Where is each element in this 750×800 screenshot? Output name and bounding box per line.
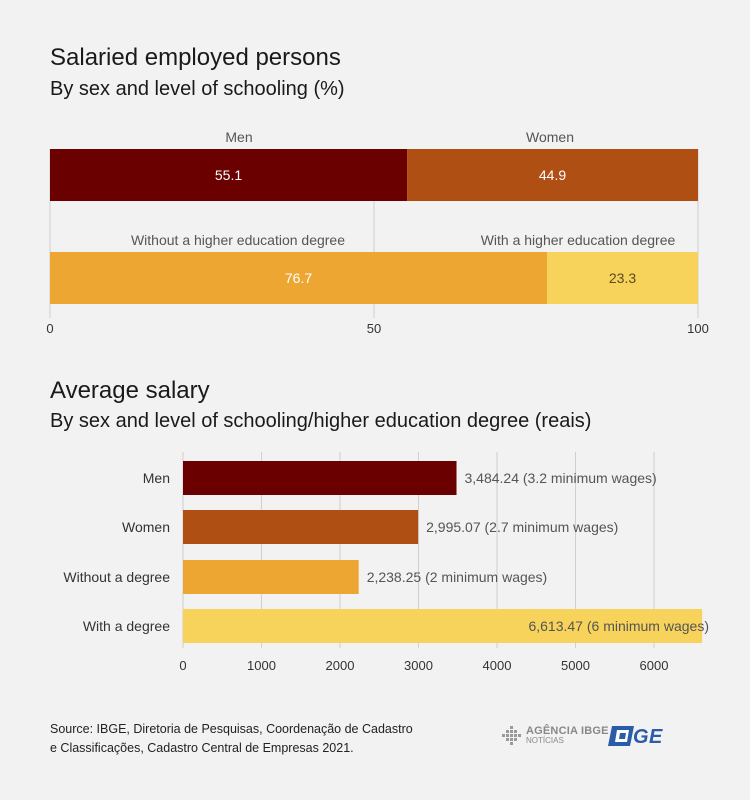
chart2-tick-label: 0 <box>179 658 186 673</box>
source-line-2: e Classificações, Cadastro Central de Em… <box>50 741 354 755</box>
ibge-logo[interactable]: IBGE <box>608 726 663 749</box>
chart1-data-label: 55.1 <box>215 167 242 183</box>
source-line-1: Source: IBGE, Diretoria de Pesquisas, Co… <box>50 722 413 736</box>
chart1-bar-segment <box>407 149 698 201</box>
agencia-ibge-logo[interactable]: AGÊNCIA IBGE NOTÍCIAS <box>502 726 609 746</box>
chart2-category-label: Men <box>143 470 170 486</box>
agencia-noticias-label: NOTÍCIAS <box>526 736 564 745</box>
chart2-title: Average salary <box>50 377 210 404</box>
chart1-tick-label: 100 <box>687 321 709 336</box>
chart2-tick-label: 6000 <box>640 658 669 673</box>
chart1-tick-label: 0 <box>46 321 53 336</box>
chart2-category-label: With a degree <box>83 618 170 634</box>
chart2-subtitle: By sex and level of schooling/higher edu… <box>50 410 592 432</box>
chart2-tick-label: 3000 <box>404 658 433 673</box>
chart2-category-label: Women <box>122 519 170 535</box>
chart2-bar <box>183 510 419 544</box>
chart2-data-label: 2,995.07 (2.7 minimum wages) <box>426 519 618 535</box>
chart2-tick-label: 5000 <box>561 658 590 673</box>
chart2-category-label: Without a degree <box>63 569 170 585</box>
chart2-bar <box>183 609 703 643</box>
chart2-data-label: 3,484.24 (3.2 minimum wages) <box>465 470 657 486</box>
chart1-bar-segment <box>50 149 408 201</box>
source-note: Source: IBGE, Diretoria de Pesquisas, Co… <box>50 720 413 758</box>
chart2-tick-label: 2000 <box>326 658 355 673</box>
chart2-data-label: 2,238.25 (2 minimum wages) <box>367 569 548 585</box>
agencia-ibge-grid-icon <box>502 726 522 746</box>
chart1-data-label: 44.9 <box>539 167 566 183</box>
agencia-ibge-label: AGÊNCIA IBGE <box>526 725 609 737</box>
chart1-subtitle: By sex and level of schooling (%) <box>50 78 345 100</box>
chart2-tick-label: 4000 <box>483 658 512 673</box>
chart1-data-label: 23.3 <box>609 270 636 286</box>
chart2-data-label: 6,613.47 (6 minimum wages) <box>528 618 709 634</box>
chart2-bar <box>183 560 359 594</box>
chart1-series-label: Without a higher education degree <box>131 232 345 248</box>
chart1-series-label: With a higher education degree <box>481 232 676 248</box>
chart1-series-label: Women <box>526 129 574 145</box>
chart1-series-label: Men <box>225 129 252 145</box>
chart1-data-label: 76.7 <box>285 270 312 286</box>
chart1-tick-label: 50 <box>367 321 381 336</box>
chart1-bar-segment <box>547 252 698 304</box>
chart1-bar-segment <box>50 252 548 304</box>
chart1-title: Salaried employed persons <box>50 44 341 71</box>
chart2-bar <box>183 461 457 495</box>
chart2-tick-label: 1000 <box>247 658 276 673</box>
